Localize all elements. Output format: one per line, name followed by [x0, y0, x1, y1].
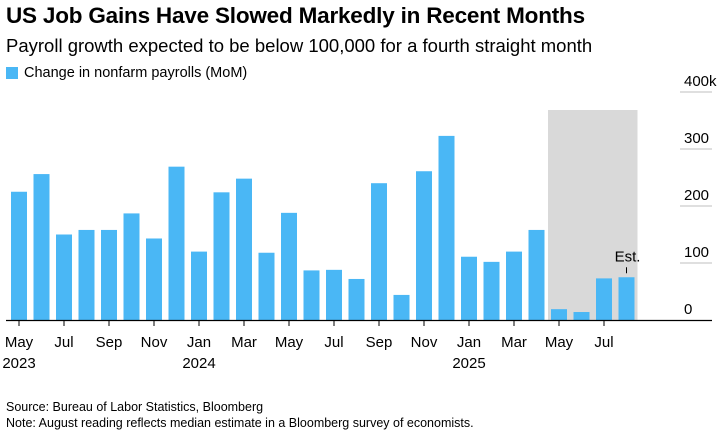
bar	[551, 309, 567, 320]
bar	[258, 252, 275, 320]
y-tick-label: 0	[684, 301, 692, 318]
x-tick-label: Sep	[366, 334, 393, 351]
x-tick-label: Nov	[411, 334, 438, 351]
bar	[33, 174, 50, 320]
bar	[483, 261, 500, 320]
x-tick-label: Jul	[594, 334, 613, 351]
footnote: Note: August reading reflects median est…	[6, 416, 474, 430]
chart-subtitle: Payroll growth expected to be below 100,…	[6, 35, 593, 56]
bar	[506, 251, 522, 320]
x-tick-label: Jul	[54, 334, 73, 351]
y-tick-label: 400k	[684, 73, 717, 90]
bar	[618, 277, 635, 320]
bar	[101, 229, 117, 320]
bar	[303, 270, 320, 320]
bar	[416, 171, 432, 320]
y-tick-label: 100	[684, 244, 709, 261]
legend: Change in nonfarm payrolls (MoM)	[6, 65, 247, 81]
bar	[191, 251, 207, 320]
x-year-label: 2025	[452, 355, 485, 372]
legend-label: Change in nonfarm payrolls (MoM)	[24, 65, 248, 81]
bar	[168, 166, 185, 320]
bar	[146, 238, 162, 320]
bar	[326, 269, 342, 320]
bar	[438, 135, 455, 320]
chart-title: US Job Gains Have Slowed Markedly in Rec…	[6, 3, 585, 28]
bar	[123, 213, 140, 320]
x-tick-label: May	[275, 334, 304, 351]
bar	[393, 294, 410, 320]
x-tick-label: Mar	[501, 334, 527, 351]
bar	[213, 192, 230, 320]
y-tick-label: 200	[684, 187, 709, 204]
bar	[461, 256, 477, 320]
x-tick-label: Sep	[96, 334, 123, 351]
x-tick-label: May	[545, 334, 574, 351]
legend-swatch	[6, 67, 18, 79]
bar	[596, 278, 612, 320]
bar	[348, 278, 365, 320]
x-tick-label: May	[5, 334, 34, 351]
bar	[281, 212, 297, 320]
bar	[11, 191, 27, 320]
bar	[371, 183, 387, 320]
x-tick-label: Jul	[324, 334, 343, 351]
x-year-label: 2023	[2, 355, 35, 372]
bar	[573, 312, 590, 320]
annotation-label: Est.	[615, 248, 641, 265]
x-tick-label: Mar	[231, 334, 257, 351]
bar	[236, 178, 252, 320]
x-tick-label: Jan	[187, 334, 211, 351]
bar	[528, 229, 545, 320]
x-tick-label: Jan	[457, 334, 481, 351]
source-note: Source: Bureau of Labor Statistics, Bloo…	[6, 400, 264, 414]
y-tick-label: 300	[684, 130, 709, 147]
bar	[56, 234, 72, 320]
x-year-label: 2024	[182, 355, 215, 372]
x-tick-label: Nov	[141, 334, 168, 351]
bar	[78, 229, 95, 320]
